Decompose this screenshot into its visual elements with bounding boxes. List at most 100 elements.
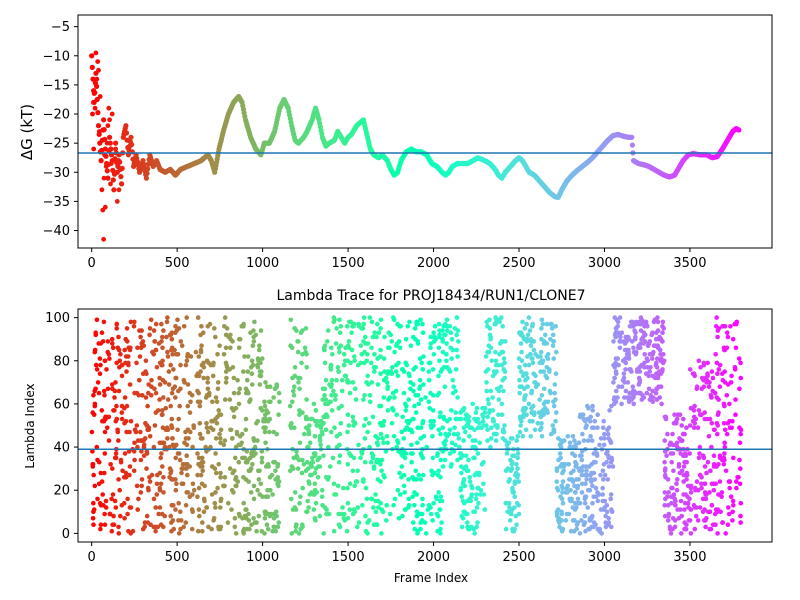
lambda-point — [307, 423, 312, 428]
lambda-point — [373, 434, 378, 439]
lambda-point — [337, 453, 343, 459]
lambda-point — [332, 425, 337, 431]
lambda-point — [249, 371, 255, 377]
lambda-point — [666, 511, 672, 517]
lambda-point — [168, 332, 174, 338]
lambda-point — [554, 410, 559, 415]
lambda-point — [732, 365, 738, 370]
lambda-point — [423, 395, 428, 400]
lambda-point — [722, 347, 727, 353]
lambda-point — [216, 462, 221, 467]
lambda-point — [257, 373, 263, 379]
lambda-point — [553, 418, 558, 424]
lambda-point — [315, 457, 321, 463]
lambda-point — [565, 434, 571, 439]
lambda-point — [483, 354, 489, 359]
lambda-point — [532, 380, 537, 385]
lambda-point — [414, 477, 419, 482]
lambda-point — [188, 354, 194, 359]
lambda-point — [587, 418, 593, 424]
lambda-point — [312, 481, 318, 487]
lambda-point — [533, 384, 539, 390]
lambda-point — [620, 377, 626, 383]
lambda-point — [394, 412, 400, 418]
lambda-point — [369, 380, 375, 385]
lambda-point — [102, 429, 108, 435]
lambda-point — [257, 343, 262, 349]
lambda-point — [372, 330, 378, 336]
lambda-point — [195, 472, 200, 478]
lambda-point — [722, 444, 728, 450]
lambda-point — [695, 518, 701, 523]
lambda-point — [467, 434, 472, 439]
lambda-point — [455, 354, 460, 359]
lambda-point — [738, 513, 743, 519]
lambda-point — [607, 408, 612, 413]
lambda-point — [606, 516, 611, 521]
lambda-point — [606, 453, 611, 459]
lambda-point — [373, 492, 378, 497]
lambda-point — [595, 425, 600, 431]
lambda-point — [716, 367, 722, 372]
dg-point — [104, 168, 110, 174]
lambda-point — [572, 453, 578, 459]
lambda-point — [90, 462, 96, 467]
lambda-point — [228, 332, 233, 338]
lambda-point — [118, 352, 123, 357]
lambda-point — [557, 451, 563, 456]
lambda-point — [660, 360, 666, 366]
lambda-point — [663, 496, 668, 502]
dg-point — [104, 140, 110, 146]
lambda-point — [224, 375, 229, 381]
lambda-point — [399, 367, 405, 372]
lambda-point — [521, 412, 526, 418]
lambda-point — [436, 490, 441, 495]
lambda-point — [248, 466, 254, 471]
lambda-point — [482, 410, 488, 415]
lambda-point — [453, 410, 459, 415]
lambda-point — [118, 513, 123, 519]
lambda-point — [463, 511, 469, 517]
lambda-point — [214, 421, 220, 426]
lambda-point — [297, 375, 303, 381]
lambda-point — [174, 442, 179, 448]
lambda-point — [704, 416, 710, 422]
lambda-point — [162, 444, 168, 450]
lambda-point — [528, 336, 534, 342]
lambda-point — [670, 442, 676, 448]
lambda-point — [242, 513, 248, 519]
lambda-point — [229, 405, 235, 411]
lambda-point — [501, 356, 507, 361]
lambda-point — [585, 505, 591, 510]
lambda-point — [352, 358, 357, 364]
lambda-point — [355, 468, 360, 474]
lambda-point — [573, 490, 578, 495]
lambda-point — [441, 414, 446, 420]
lambda-point — [382, 334, 387, 340]
lambda-point — [297, 408, 302, 413]
lambda-point — [411, 520, 416, 525]
lambda-point — [297, 500, 302, 506]
lambda-point — [168, 470, 173, 476]
lambda-point — [496, 362, 501, 368]
lambda-point — [702, 410, 707, 415]
lambda-point — [214, 470, 219, 476]
lambda-point — [162, 513, 167, 519]
lambda-point — [590, 403, 595, 409]
lambda-point — [102, 470, 107, 476]
lambda-point — [95, 457, 100, 463]
lambda-point — [372, 369, 377, 374]
lambda-point — [340, 377, 345, 383]
lambda-point — [216, 524, 221, 530]
lambda-point — [348, 319, 354, 325]
lambda-point — [473, 438, 478, 443]
lambda-point — [123, 354, 129, 359]
lambda-point — [411, 416, 416, 422]
lambda-point — [580, 464, 586, 469]
lambda-point — [488, 336, 493, 342]
lambda-point — [343, 345, 348, 351]
lambda-point — [335, 365, 341, 370]
lambda-point — [199, 324, 204, 329]
lambda-point — [276, 390, 282, 396]
lambda-point — [91, 393, 96, 398]
